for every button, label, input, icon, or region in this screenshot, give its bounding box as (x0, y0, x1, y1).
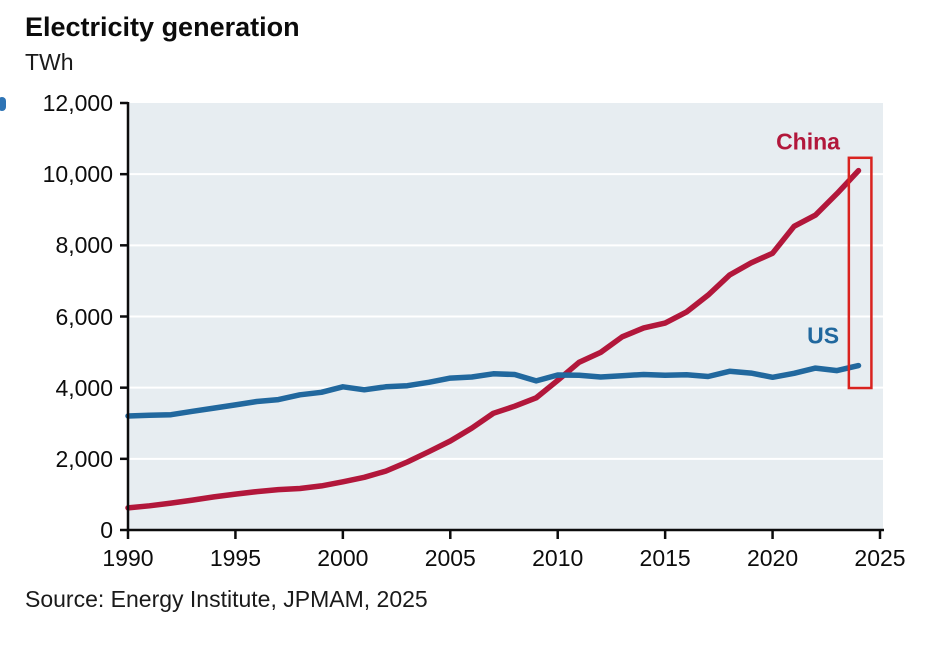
page-edge-bullet-artifact (0, 97, 6, 111)
x-tick-label: 2000 (317, 545, 369, 571)
y-tick-label: 10,000 (42, 161, 113, 188)
x-tick-label: 1990 (102, 545, 154, 571)
chart-unit-label: TWh (25, 49, 74, 75)
x-tick-label: 2015 (639, 545, 691, 571)
series-label-china: China (776, 128, 840, 155)
x-tick-label: 2010 (532, 545, 584, 571)
chart-title: Electricity generation (25, 12, 300, 42)
y-tick-label: 6,000 (55, 303, 113, 330)
x-tick-label: 2020 (746, 545, 799, 571)
series-line-china (125, 167, 862, 511)
series-label-us: US (807, 322, 840, 349)
y-tick-label: 8,000 (55, 232, 113, 259)
latest-values-highlight-box (847, 156, 873, 390)
y-tick-label: 12,000 (42, 90, 113, 116)
x-tick-label: 2005 (424, 545, 476, 571)
y-tick-label: 4,000 (55, 374, 113, 401)
y-tick-label: 2,000 (55, 445, 113, 472)
x-tick-label: 1995 (209, 545, 261, 571)
x-tick-label: 2025 (854, 545, 906, 571)
series-line-us (125, 362, 862, 419)
source-note: Source: Energy Institute, JPMAM, 2025 (25, 586, 428, 612)
y-tick-label: 0 (100, 517, 113, 543)
